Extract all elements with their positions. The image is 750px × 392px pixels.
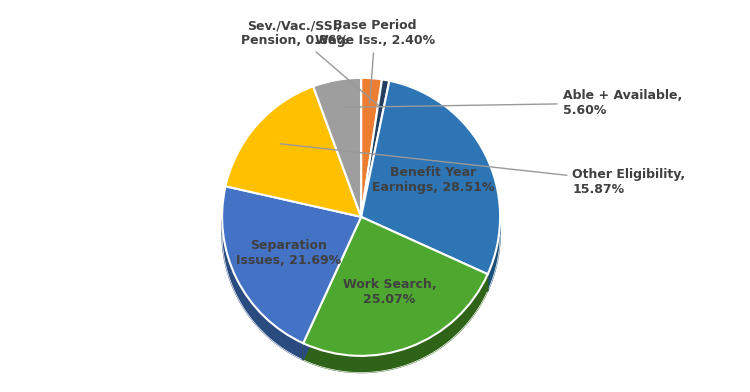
Wedge shape xyxy=(361,81,500,274)
Text: Benefit Year
Earnings, 28.51%: Benefit Year Earnings, 28.51% xyxy=(372,166,494,194)
Polygon shape xyxy=(303,217,361,360)
Polygon shape xyxy=(361,217,488,291)
Wedge shape xyxy=(361,78,382,217)
Wedge shape xyxy=(222,186,361,343)
Text: Base Period
Wage Iss., 2.40%: Base Period Wage Iss., 2.40% xyxy=(315,19,435,103)
Polygon shape xyxy=(222,219,303,360)
Polygon shape xyxy=(488,218,500,291)
Polygon shape xyxy=(361,217,488,291)
Text: Sev./Vac./SSI/
Pension, 0.86%: Sev./Vac./SSI/ Pension, 0.86% xyxy=(241,19,379,105)
Text: Work Search,
25.07%: Work Search, 25.07% xyxy=(343,278,436,307)
Wedge shape xyxy=(314,78,361,217)
Wedge shape xyxy=(361,80,389,217)
Text: Able + Available,
5.60%: Able + Available, 5.60% xyxy=(344,89,682,117)
Text: Separation
Issues, 21.69%: Separation Issues, 21.69% xyxy=(236,239,341,267)
Polygon shape xyxy=(303,274,488,372)
Wedge shape xyxy=(303,217,488,356)
Polygon shape xyxy=(303,217,361,360)
Text: Other Eligibility,
15.87%: Other Eligibility, 15.87% xyxy=(280,144,686,196)
Wedge shape xyxy=(226,86,361,217)
